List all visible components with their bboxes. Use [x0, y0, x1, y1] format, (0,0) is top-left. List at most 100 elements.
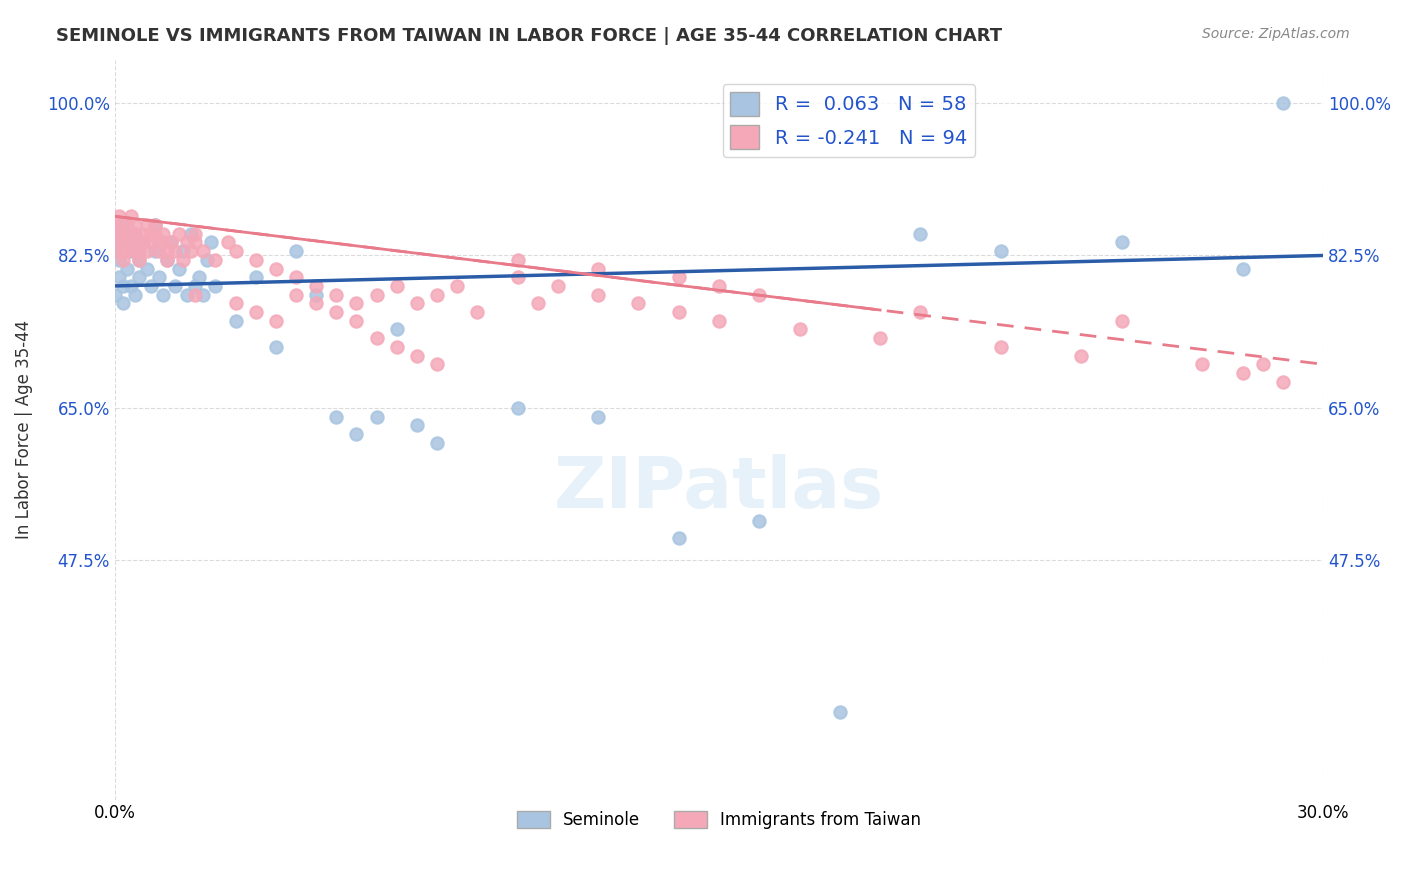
Point	[668, 532, 690, 546]
Point	[405, 296, 427, 310]
Point	[148, 270, 170, 285]
Point	[167, 261, 190, 276]
Point	[104, 227, 127, 241]
Point	[225, 314, 247, 328]
Point	[104, 244, 127, 259]
Text: Source: ZipAtlas.com: Source: ZipAtlas.com	[1202, 27, 1350, 41]
Point	[128, 252, 150, 267]
Point	[325, 287, 347, 301]
Point	[285, 244, 308, 259]
Point	[139, 279, 162, 293]
Point	[184, 235, 207, 250]
Point	[180, 227, 202, 241]
Point	[104, 218, 127, 232]
Point	[124, 227, 146, 241]
Point	[465, 305, 488, 319]
Point	[128, 235, 150, 250]
Point	[910, 227, 932, 241]
Point	[586, 261, 609, 276]
Point	[115, 244, 138, 259]
Point	[115, 261, 138, 276]
Point	[1232, 261, 1254, 276]
Point	[245, 305, 267, 319]
Point	[143, 244, 166, 259]
Point	[225, 296, 247, 310]
Point	[152, 235, 174, 250]
Point	[107, 218, 129, 232]
Point	[132, 227, 155, 241]
Point	[172, 252, 194, 267]
Point	[115, 227, 138, 241]
Point	[107, 270, 129, 285]
Point	[156, 244, 179, 259]
Point	[188, 270, 211, 285]
Point	[176, 287, 198, 301]
Point	[707, 279, 730, 293]
Point	[111, 235, 134, 250]
Point	[325, 409, 347, 424]
Point	[405, 349, 427, 363]
Point	[143, 218, 166, 232]
Point	[104, 244, 127, 259]
Point	[120, 235, 142, 250]
Point	[426, 287, 449, 301]
Point	[111, 279, 134, 293]
Point	[120, 209, 142, 223]
Point	[446, 279, 468, 293]
Point	[152, 227, 174, 241]
Point	[366, 331, 388, 345]
Point	[285, 287, 308, 301]
Point	[160, 235, 183, 250]
Point	[124, 287, 146, 301]
Point	[789, 322, 811, 336]
Point	[124, 227, 146, 241]
Point	[1271, 375, 1294, 389]
Point	[305, 296, 328, 310]
Point	[285, 270, 308, 285]
Point	[107, 227, 129, 241]
Point	[668, 305, 690, 319]
Point	[1191, 357, 1213, 371]
Point	[124, 244, 146, 259]
Point	[506, 401, 529, 415]
Point	[115, 218, 138, 232]
Point	[120, 227, 142, 241]
Point	[869, 331, 891, 345]
Point	[346, 314, 368, 328]
Point	[124, 218, 146, 232]
Point	[120, 279, 142, 293]
Point	[366, 409, 388, 424]
Point	[165, 244, 187, 259]
Point	[104, 287, 127, 301]
Point	[143, 218, 166, 232]
Point	[107, 227, 129, 241]
Point	[346, 296, 368, 310]
Point	[1251, 357, 1274, 371]
Point	[111, 296, 134, 310]
Point	[225, 244, 247, 259]
Y-axis label: In Labor Force | Age 35-44: In Labor Force | Age 35-44	[15, 320, 32, 539]
Point	[197, 252, 219, 267]
Point	[264, 261, 287, 276]
Point	[165, 279, 187, 293]
Point	[245, 252, 267, 267]
Point	[160, 235, 183, 250]
Point	[200, 235, 222, 250]
Point	[172, 244, 194, 259]
Point	[111, 252, 134, 267]
Point	[104, 235, 127, 250]
Point	[990, 244, 1012, 259]
Point	[1271, 96, 1294, 111]
Point	[184, 279, 207, 293]
Point	[152, 287, 174, 301]
Point	[748, 287, 770, 301]
Point	[156, 252, 179, 267]
Point	[385, 322, 408, 336]
Point	[148, 235, 170, 250]
Point	[366, 287, 388, 301]
Point	[506, 270, 529, 285]
Point	[148, 244, 170, 259]
Point	[120, 244, 142, 259]
Point	[167, 227, 190, 241]
Point	[193, 287, 215, 301]
